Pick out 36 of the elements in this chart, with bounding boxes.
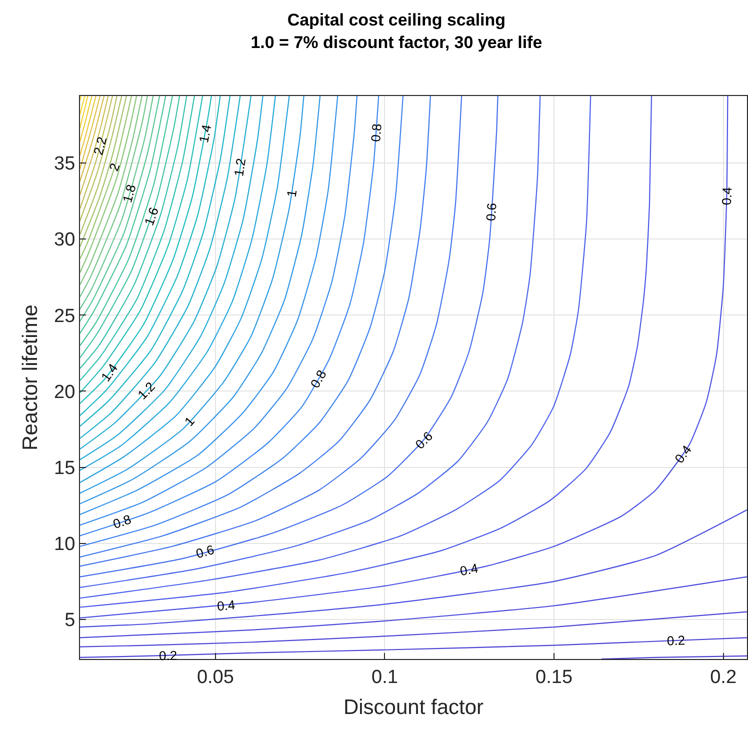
annotation: 0.4 [718,186,735,206]
annotation: 1.2 [134,378,158,402]
y-tick-label: 25 [54,306,76,327]
y-tick-label: 10 [54,534,76,556]
annotation: 1 [284,188,300,198]
y-tick-label: 30 [54,230,76,251]
annotation: 1.4 [98,360,121,384]
annotation: 2 [106,161,123,174]
annotation: 0.4 [672,442,694,466]
annotation: 1.4 [196,123,214,144]
y-tick-label: 5 [64,610,76,632]
annotation: 1.8 [120,182,139,204]
y-axis-title: Reactor lifetime [19,304,42,450]
annotation: 0.6 [412,428,436,452]
chart-title: Capital cost ceiling scaling [287,10,506,30]
x-tick-label: 0.2 [710,666,737,688]
x-tick-label: 0.1 [372,666,398,688]
x-tick-label: 0.05 [196,666,234,688]
annotation: 0.2 [666,632,686,648]
annotation: 0.8 [368,123,384,142]
y-tick-label: 15 [54,458,76,479]
y-tick-label: 20 [54,382,76,403]
chart-subtitle: 1.0 = 7% discount factor, 30 year life [250,32,542,52]
annotation: 0.6 [194,542,216,562]
x-tick-label: 0.15 [536,666,572,688]
annotation: 0.8 [307,367,330,391]
x-axis-title: Discount factor [343,696,484,719]
annotation: 1.6 [141,205,162,228]
annotation: 0.6 [483,202,500,222]
annotation: 0.8 [111,512,133,532]
annotation: 0.4 [216,597,236,614]
annotation: 1 [181,414,198,429]
annotation: 1.2 [231,157,249,178]
annotation: 0.4 [458,560,480,579]
y-tick-label: 35 [54,154,76,175]
annotation: 2.2 [90,135,110,157]
